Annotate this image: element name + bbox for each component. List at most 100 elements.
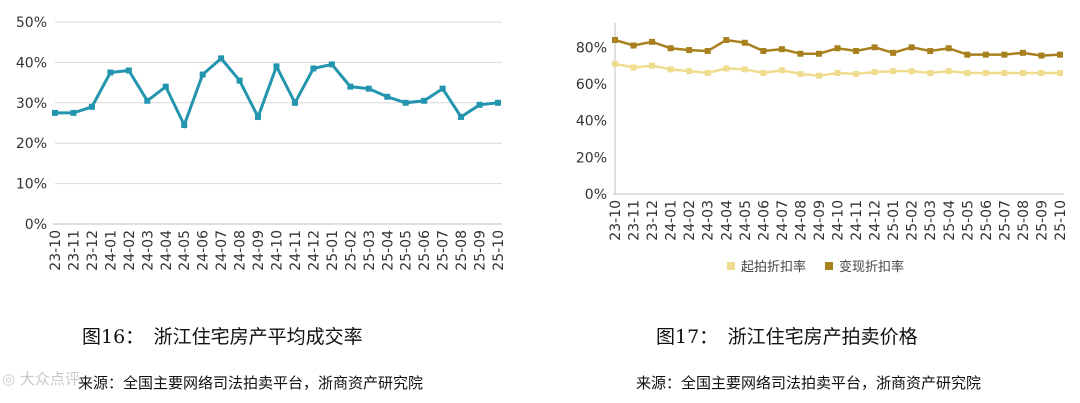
data-point — [778, 67, 785, 74]
data-point — [255, 113, 262, 120]
x-tick-label: 24-10 — [270, 230, 286, 271]
data-point — [760, 48, 767, 54]
x-tick-label: 24-02 — [122, 230, 138, 271]
y-tick-label: 0% — [25, 217, 47, 233]
data-point — [760, 70, 767, 76]
data-point — [273, 63, 280, 70]
x-tick-label: 24-04 — [159, 230, 175, 271]
data-point — [927, 70, 934, 76]
x-tick-label: 25-05 — [960, 200, 976, 241]
data-point — [815, 72, 822, 79]
data-point — [421, 97, 428, 104]
data-point — [328, 61, 335, 68]
data-point — [199, 71, 206, 78]
y-tick-label: 40% — [576, 114, 607, 130]
data-point — [741, 39, 748, 46]
data-point — [612, 37, 618, 43]
x-tick-label: 24-11 — [288, 230, 304, 271]
data-point — [741, 66, 748, 73]
data-point — [384, 93, 391, 100]
legend-marker — [727, 262, 735, 270]
caption-left: 图16： 浙江住宅房产平均成交率 — [82, 326, 363, 348]
data-point — [144, 97, 151, 104]
chart-right-auction-discount: 0%20%40%60%80%23-10 23-11 23-12 24-01 24-02 2… — [576, 23, 1069, 275]
data-point — [402, 99, 409, 106]
x-tick-label: 23-10 — [608, 200, 624, 241]
data-point — [723, 37, 730, 43]
data-point — [107, 69, 114, 76]
data-point — [945, 68, 952, 75]
source-left: 来源：全国主要网络司法拍卖平台，浙商资产研究院 — [78, 374, 424, 392]
data-point — [612, 60, 618, 67]
y-tick-label: 30% — [16, 96, 47, 112]
x-tick-label: 24-12 — [868, 200, 884, 241]
x-tick-label: 25-03 — [923, 200, 939, 241]
x-tick-label: 25-10 — [491, 230, 507, 271]
x-tick-label: 25-01 — [886, 200, 902, 241]
x-tick-label: 25-04 — [380, 230, 396, 271]
data-point — [218, 55, 225, 62]
data-point — [495, 99, 501, 106]
data-point — [667, 45, 674, 52]
data-point — [686, 47, 693, 54]
x-tick-label: 24-11 — [849, 200, 865, 241]
data-point — [927, 48, 934, 54]
data-point — [704, 48, 711, 54]
data-point — [630, 42, 637, 49]
data-point — [125, 67, 132, 74]
data-point — [1057, 51, 1063, 58]
data-point — [797, 50, 804, 57]
x-tick-label: 25-09 — [1034, 200, 1050, 241]
data-point — [667, 66, 674, 73]
data-point — [1038, 52, 1045, 59]
x-tick-label: 24-05 — [177, 230, 193, 271]
data-point — [439, 85, 446, 92]
data-point — [890, 68, 897, 75]
x-tick-label: 24-06 — [196, 230, 212, 271]
data-point — [1019, 49, 1026, 56]
x-tick-label: 25-10 — [1053, 200, 1069, 241]
x-tick-label: 24-08 — [233, 230, 249, 271]
x-tick-label: 25-04 — [942, 200, 958, 241]
x-tick-label: 25-05 — [399, 230, 415, 271]
data-point — [476, 101, 483, 108]
data-point — [347, 83, 354, 90]
data-point — [70, 109, 77, 116]
data-point — [853, 48, 860, 54]
x-tick-label: 24-10 — [831, 200, 847, 241]
data-point — [1019, 70, 1026, 76]
legend-marker — [825, 262, 833, 270]
data-point — [291, 99, 298, 106]
data-point — [1001, 51, 1008, 58]
data-point — [649, 38, 656, 45]
x-tick-label: 24-07 — [775, 200, 791, 241]
data-point — [704, 70, 711, 76]
source-right: 来源：全国主要网络司法拍卖平台，浙商资产研究院 — [636, 374, 982, 392]
x-tick-label: 25-07 — [997, 200, 1013, 241]
x-tick-label: 25-07 — [436, 230, 452, 271]
x-tick-label: 23-11 — [66, 230, 82, 271]
data-point — [1001, 70, 1008, 76]
data-point — [964, 70, 971, 76]
watermark: ◎ 大众点评 — [2, 370, 80, 388]
x-tick-label: 25-03 — [362, 230, 378, 271]
x-tick-label: 23-10 — [48, 230, 64, 271]
data-point — [88, 103, 95, 110]
x-tick-label: 24-02 — [682, 200, 698, 241]
x-tick-label: 24-01 — [664, 200, 680, 241]
data-point — [982, 70, 989, 76]
y-tick-label: 40% — [16, 55, 47, 71]
y-tick-label: 50% — [16, 15, 47, 31]
data-point — [797, 70, 804, 77]
data-point — [871, 69, 878, 76]
y-tick-label: 0% — [585, 187, 607, 203]
data-point — [815, 50, 822, 57]
x-tick-label: 23-12 — [85, 230, 101, 271]
data-point — [365, 85, 372, 92]
x-tick-label: 25-06 — [417, 230, 433, 271]
data-point — [310, 65, 317, 72]
data-point — [162, 83, 169, 90]
x-tick-label: 23-12 — [645, 200, 661, 241]
y-tick-label: 60% — [576, 77, 607, 93]
legend-label: 起拍折扣率 — [741, 259, 806, 275]
